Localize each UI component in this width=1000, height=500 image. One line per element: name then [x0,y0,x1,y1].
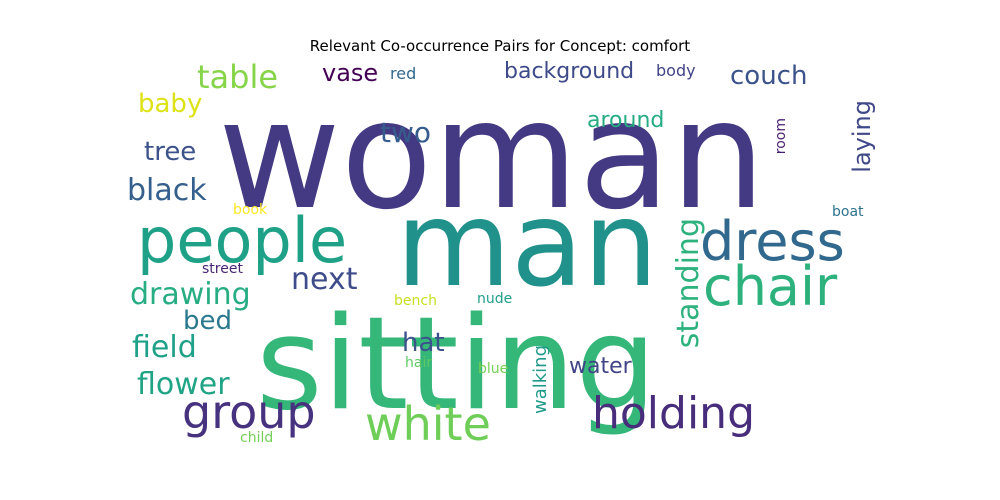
word-table: table [197,58,278,96]
word-vase: vase [322,59,378,87]
word-chair: chair [703,255,838,318]
word-couch: couch [730,61,807,91]
word-drawing: drawing [130,277,251,312]
word-woman: woman [218,69,766,243]
word-background: background [504,59,634,84]
word-holding: holding [592,388,755,439]
word-sitting: sitting [256,290,657,439]
word-blue: blue [478,361,508,377]
word-boat: boat [832,204,864,220]
word-child: child [240,430,273,446]
word-street: street [202,261,243,277]
word-field: field [132,330,197,365]
word-water: water [569,354,633,379]
word-standing: standing [671,218,706,348]
word-group: group [182,385,316,439]
word-two: two [380,116,431,149]
chart-title: Relevant Co-occurrence Pairs for Concept… [309,37,691,55]
word-hat: hat [402,328,445,358]
word-black: black [127,173,207,208]
word-hair: hair [405,355,432,371]
word-laying: laying [848,100,876,173]
word-body: body [656,61,696,80]
word-baby: baby [138,89,202,119]
word-dress: dress [700,210,845,273]
word-flower: flower [137,367,230,402]
word-bench: bench [394,293,437,309]
word-room: room [773,118,789,154]
word-red: red [390,64,416,83]
word-walking: walking [530,345,551,414]
word-tree: tree [144,137,196,167]
word-man: man [396,175,658,313]
word-bed: bed [183,306,232,336]
word-nude: nude [477,291,512,307]
word-book: book [233,202,268,218]
word-people: people [137,204,347,277]
word-next: next [291,262,358,297]
word-white: white [365,397,491,451]
word-around: around [587,108,664,133]
